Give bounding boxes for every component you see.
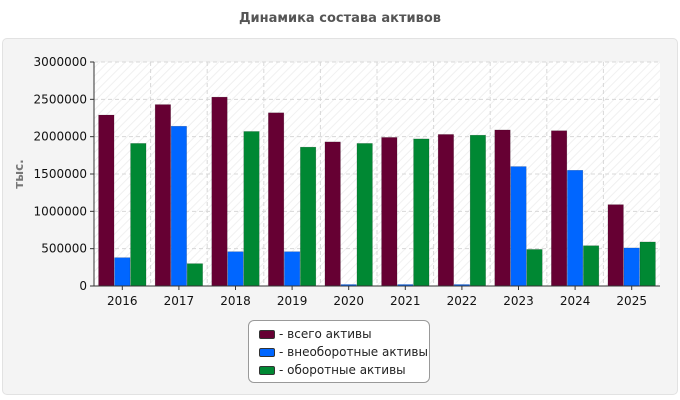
bar-2018-series-0 bbox=[211, 96, 228, 287]
bar-2021-series-0 bbox=[381, 137, 398, 287]
bar-2022-series-2 bbox=[469, 134, 486, 287]
chart-legend: - всего активы - внеоборотные активы - обо… bbox=[248, 320, 430, 383]
axes: 0 500000 1000000 1500000 2000000 2500000 30000… bbox=[34, 55, 660, 308]
bar-2017-series-0 bbox=[154, 104, 171, 287]
bar-2022-series-0 bbox=[437, 134, 454, 287]
bar-2016-series-1 bbox=[114, 257, 131, 287]
bar-2019-series-0 bbox=[268, 112, 285, 287]
x-tick-label: 2018 bbox=[220, 294, 251, 308]
bar-2023-series-1 bbox=[510, 166, 527, 287]
bar-2018-series-2 bbox=[243, 131, 260, 287]
y-axis-label: тыс. bbox=[12, 159, 26, 188]
y-tick-label: 2500000 bbox=[34, 92, 87, 106]
x-tick-label: 2024 bbox=[560, 294, 591, 308]
bar-2018-series-1 bbox=[227, 251, 244, 287]
bar-2023-series-2 bbox=[526, 249, 543, 287]
legend-label: - оборотные активы bbox=[279, 363, 406, 377]
x-tick-label: 2021 bbox=[390, 294, 421, 308]
y-tick-label: 1500000 bbox=[34, 167, 87, 181]
bar-2016-series-2 bbox=[130, 143, 147, 287]
bars bbox=[98, 96, 656, 287]
bar-2025-series-1 bbox=[623, 247, 640, 287]
bar-2024-series-2 bbox=[583, 245, 600, 287]
bar-2021-series-2 bbox=[413, 138, 430, 287]
legend-swatch bbox=[259, 347, 275, 357]
bar-2017-series-2 bbox=[186, 263, 203, 287]
bar-2019-series-2 bbox=[300, 146, 317, 287]
x-tick-label: 2016 bbox=[107, 294, 138, 308]
legend-item: - всего активы bbox=[259, 325, 429, 343]
y-tick-label: 0 bbox=[79, 279, 87, 293]
legend-swatch bbox=[259, 329, 275, 339]
bar-2025-series-0 bbox=[607, 204, 624, 287]
x-tick-label: 2022 bbox=[447, 294, 478, 308]
x-tick-label: 2019 bbox=[277, 294, 308, 308]
y-tick-label: 2000000 bbox=[34, 130, 87, 144]
chart-title: Динамика состава активов bbox=[238, 11, 442, 26]
bar-2023-series-0 bbox=[494, 129, 511, 287]
x-tick-label: 2017 bbox=[164, 294, 195, 308]
legend-item: - внеоборотные активы bbox=[259, 343, 429, 361]
legend-label: - всего активы bbox=[279, 327, 372, 341]
bar-2025-series-2 bbox=[639, 241, 656, 287]
legend-swatch bbox=[259, 365, 275, 375]
bar-2019-series-1 bbox=[284, 251, 301, 287]
bar-2020-series-2 bbox=[356, 143, 373, 287]
y-tick-label: 500000 bbox=[41, 242, 87, 256]
bar-2024-series-0 bbox=[551, 130, 568, 287]
bar-2024-series-1 bbox=[567, 170, 584, 287]
x-tick-label: 2020 bbox=[333, 294, 364, 308]
bar-2016-series-0 bbox=[98, 114, 115, 287]
x-tick-label: 2023 bbox=[503, 294, 534, 308]
y-tick-label: 1000000 bbox=[34, 204, 87, 218]
bar-2017-series-1 bbox=[170, 125, 187, 287]
x-tick-label: 2025 bbox=[616, 294, 647, 308]
legend-label: - внеоборотные активы bbox=[279, 345, 428, 359]
y-tick-label: 3000000 bbox=[34, 55, 87, 69]
bar-2020-series-0 bbox=[324, 141, 341, 287]
legend-item: - оборотные активы bbox=[259, 361, 429, 379]
